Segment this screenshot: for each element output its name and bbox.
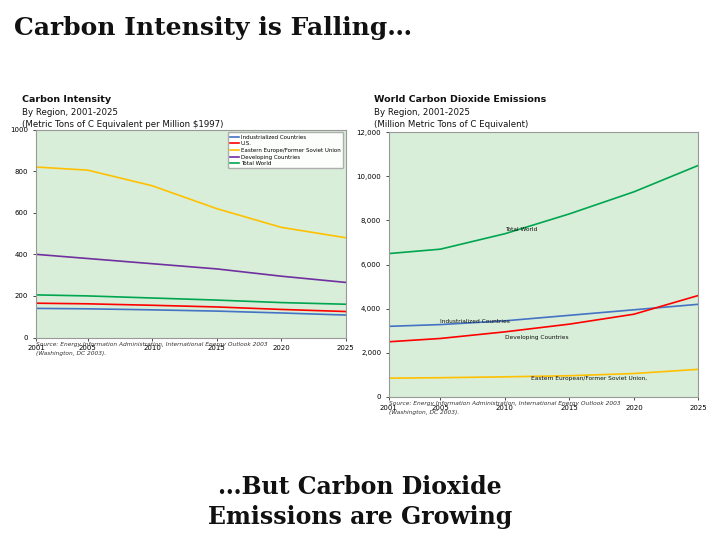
Text: Total World: Total World bbox=[505, 227, 537, 232]
Text: (Washington, DC 2003).: (Washington, DC 2003). bbox=[389, 410, 459, 415]
Text: By Region, 2001-2025: By Region, 2001-2025 bbox=[374, 108, 470, 117]
Text: By Region, 2001-2025: By Region, 2001-2025 bbox=[22, 108, 117, 117]
Text: Source: Energy Information Administration, International Energy Outlook 2003: Source: Energy Information Administratio… bbox=[36, 342, 268, 347]
Text: Industrialized Countries: Industrialized Countries bbox=[441, 320, 510, 325]
Text: Developing Countries: Developing Countries bbox=[505, 335, 569, 340]
Text: (Million Metric Tons of C Equivalent): (Million Metric Tons of C Equivalent) bbox=[374, 120, 528, 129]
Text: World Carbon Dioxide Emissions: World Carbon Dioxide Emissions bbox=[374, 94, 546, 104]
Text: Eastern European/Former Soviet Union,: Eastern European/Former Soviet Union, bbox=[531, 376, 647, 381]
Text: Carbon Intensity: Carbon Intensity bbox=[22, 94, 111, 104]
Text: (Metric Tons of C Equivalent per Million $1997): (Metric Tons of C Equivalent per Million… bbox=[22, 120, 223, 129]
Text: Carbon Intensity is Falling…: Carbon Intensity is Falling… bbox=[14, 16, 413, 40]
Text: (Washington, DC 2003).: (Washington, DC 2003). bbox=[36, 351, 106, 356]
Text: Source: Energy Information Administration, International Energy Outlook 2003: Source: Energy Information Administratio… bbox=[389, 401, 621, 406]
Legend: Industrialized Countries, U.S., Eastern Europe/Former Soviet Union, Developing C: Industrialized Countries, U.S., Eastern … bbox=[228, 132, 343, 168]
Text: …But Carbon Dioxide
Emissions are Growing: …But Carbon Dioxide Emissions are Growin… bbox=[208, 475, 512, 529]
